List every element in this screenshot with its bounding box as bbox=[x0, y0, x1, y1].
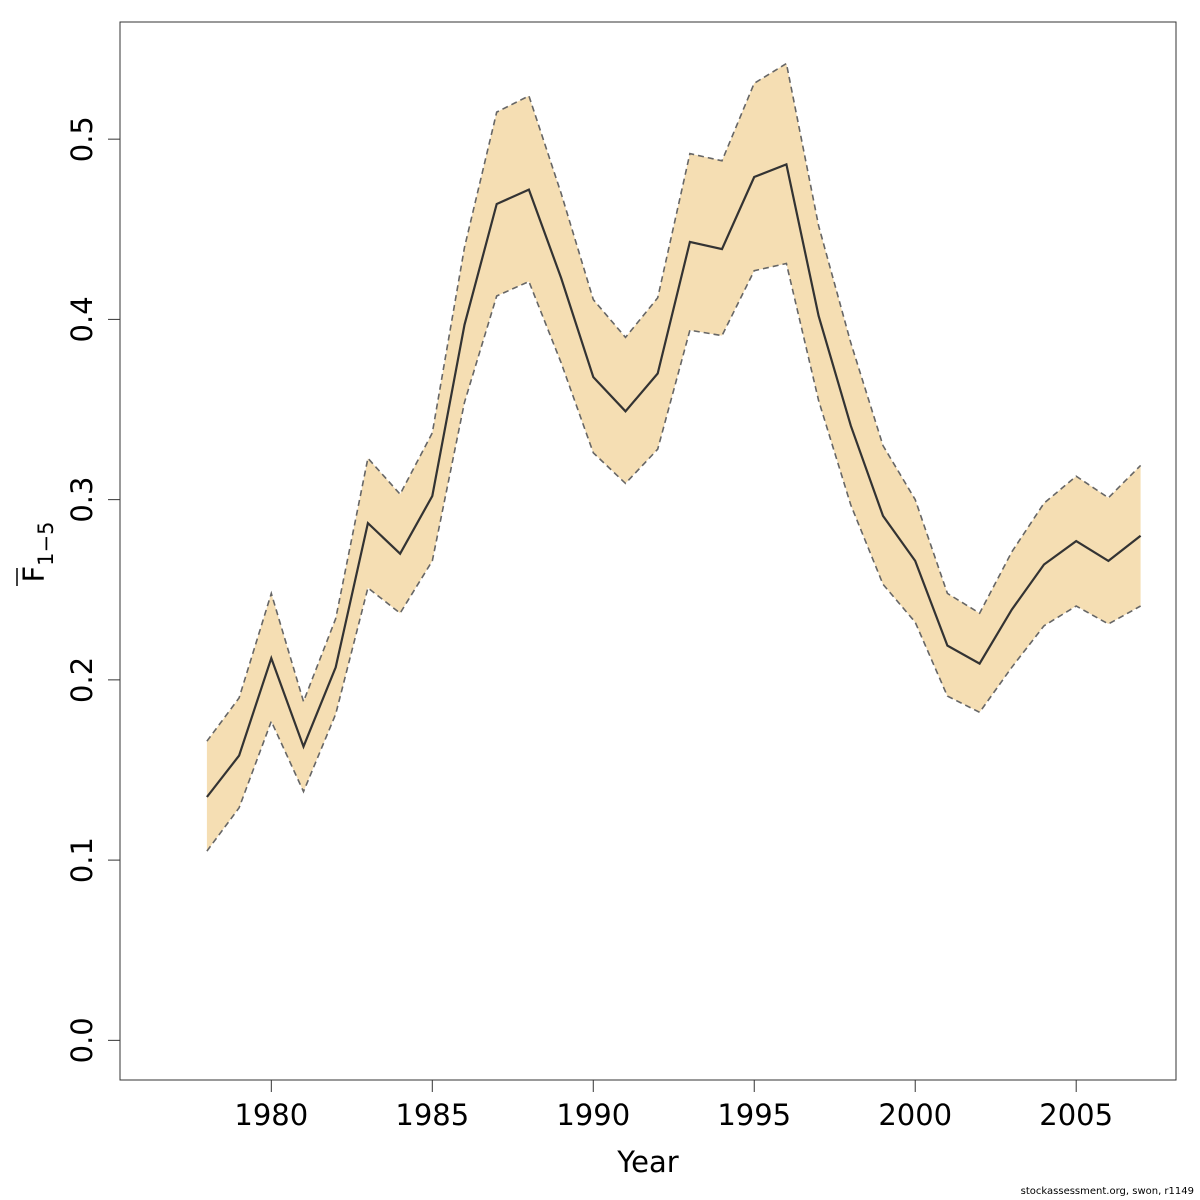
y-axis-title-subscript: 1−5 bbox=[34, 521, 58, 565]
y-axis: 0.0 0.1 0.2 0.3 0.4 0.5 bbox=[65, 116, 120, 1063]
estimate-line-layer bbox=[206, 162, 1142, 798]
y-axis-title-main: F bbox=[17, 566, 51, 583]
y-tick-label: 0.2 bbox=[65, 657, 99, 703]
svg-text:F1−5: F1−5 bbox=[17, 521, 58, 582]
x-tick-label: 1980 bbox=[234, 1098, 308, 1132]
y-axis-title: F1−5 bbox=[16, 521, 58, 586]
y-tick-label: 0.4 bbox=[65, 296, 99, 342]
x-axis-title: Year bbox=[616, 1145, 678, 1179]
plot-frame bbox=[119, 21, 1177, 1081]
x-tick-label: 1995 bbox=[717, 1098, 791, 1132]
estimate-line bbox=[206, 162, 1142, 798]
x-tick-label: 1985 bbox=[395, 1098, 469, 1132]
upper-bound-line bbox=[206, 62, 1142, 742]
y-tick-label: 0.3 bbox=[65, 477, 99, 523]
confidence-band-layer bbox=[206, 62, 1142, 852]
y-tick-label: 0.5 bbox=[65, 116, 99, 162]
x-tick-label: 2000 bbox=[878, 1098, 952, 1132]
confidence-band bbox=[206, 63, 1141, 852]
x-tick-label: 2005 bbox=[1039, 1098, 1113, 1132]
x-axis: 1980 1985 1990 1995 2000 2005 bbox=[234, 1080, 1113, 1132]
footer-note: stockassessment.org, swon, r1149 bbox=[1020, 1186, 1194, 1197]
y-tick-label: 0.0 bbox=[65, 1017, 99, 1063]
x-tick-label: 1990 bbox=[556, 1098, 630, 1132]
y-tick-label: 0.1 bbox=[65, 837, 99, 883]
lower-bound-line bbox=[206, 262, 1141, 852]
